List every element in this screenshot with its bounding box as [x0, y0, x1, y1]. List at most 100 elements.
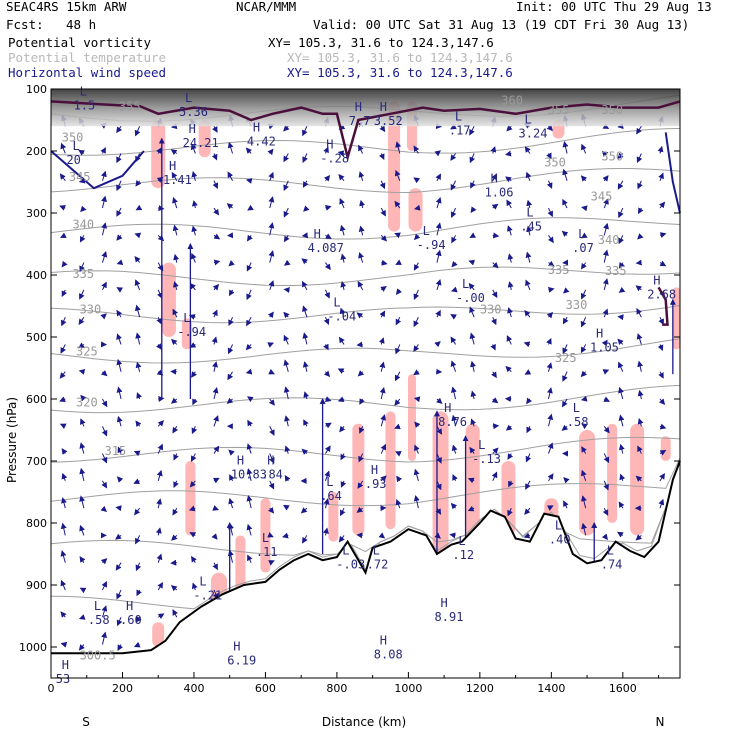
wind-vector — [380, 414, 386, 427]
theta-contour — [50, 128, 681, 156]
x-tick-label: 0 — [48, 682, 55, 695]
wind-vector — [491, 316, 497, 326]
wind-vector — [659, 260, 667, 267]
wind-vector — [450, 336, 457, 345]
wind-vector — [602, 507, 609, 516]
wind-vector — [491, 371, 497, 379]
wind-vector — [491, 173, 497, 182]
wind-vector — [226, 397, 234, 404]
theta-label: 325 — [555, 351, 577, 365]
theta-label: 335 — [72, 267, 94, 281]
wind-vector — [172, 308, 178, 318]
wind-vector — [359, 199, 366, 209]
wind-vector — [413, 369, 420, 376]
wind-vector — [637, 445, 643, 454]
theta-label: 300.5 — [80, 648, 116, 662]
wind-vector — [284, 415, 290, 427]
x-tick-label: 800 — [326, 682, 347, 695]
wind-vector — [524, 507, 531, 515]
wind-vector — [227, 141, 234, 154]
pv-extremum-value: 1.05 — [590, 340, 619, 354]
wind-vector — [133, 478, 141, 484]
wind-vector — [213, 415, 219, 427]
wind-vector — [451, 414, 458, 427]
wind-vector — [172, 224, 179, 236]
wind-vector — [100, 505, 108, 513]
pv-extremum-value: .40 — [549, 533, 571, 547]
wind-vector — [191, 225, 198, 236]
wind-vector — [134, 125, 141, 137]
pv-anomaly — [660, 436, 671, 461]
wind-vector — [116, 234, 123, 241]
pv-extremum-value: -.21 — [193, 588, 222, 602]
pv-anomaly — [185, 461, 196, 536]
wind-vector — [212, 180, 219, 190]
wind-vector — [395, 288, 402, 295]
pv-extremum-value: .17 — [449, 123, 471, 137]
wind-vector — [59, 173, 66, 182]
pv-high-marker: H — [169, 159, 176, 173]
wind-vector — [394, 398, 401, 406]
wind-vector — [637, 180, 643, 190]
wind-vector — [283, 359, 290, 372]
wind-vector — [100, 313, 107, 320]
theta-label: 330 — [80, 302, 102, 316]
wind-vector — [562, 316, 569, 325]
theta-label: 355 — [548, 103, 570, 117]
wind-vector — [359, 398, 365, 405]
wind-vector — [379, 153, 385, 160]
wind-vector — [60, 611, 67, 618]
wind-vector — [283, 180, 289, 192]
wind-vector — [135, 179, 142, 187]
wind-vector — [324, 396, 332, 402]
pv-high-marker: H — [355, 100, 362, 114]
wind-vector — [561, 424, 569, 431]
wind-vector — [602, 278, 609, 291]
wind-vector — [303, 419, 309, 427]
wind-vector — [101, 453, 108, 464]
wind-vector — [101, 480, 108, 489]
wind-vector — [189, 480, 196, 488]
wind-vector — [635, 285, 643, 292]
wind-vector — [469, 332, 476, 345]
wind-vector — [78, 614, 86, 620]
wind-vector — [356, 312, 364, 319]
wind-vector — [507, 307, 513, 318]
wind-vector — [189, 342, 197, 348]
wind-vector — [357, 480, 364, 489]
wind-vector — [580, 395, 588, 402]
wind-vector — [283, 153, 289, 163]
wind-vector — [247, 204, 254, 211]
wind-vector — [637, 360, 644, 372]
wind-vector — [413, 145, 420, 154]
wind-vector — [450, 123, 457, 130]
wind-vector — [379, 361, 386, 372]
wind-vector — [211, 336, 218, 345]
wind-vector — [171, 338, 178, 346]
pv-low-marker: L — [185, 91, 192, 105]
theta-contour — [50, 338, 681, 364]
wind-vector — [659, 423, 667, 430]
wind-vector — [268, 250, 275, 263]
wind-vector — [338, 173, 345, 182]
y-tick-label: 600 — [26, 393, 47, 406]
wind-vector — [268, 560, 275, 566]
wind-vector — [658, 498, 665, 509]
pv-low-marker: L — [199, 574, 206, 588]
wind-vector — [603, 396, 611, 402]
wind-vector — [60, 579, 67, 591]
wind-vector — [79, 587, 87, 594]
wind-vector — [526, 199, 533, 209]
wind-vector — [212, 309, 218, 318]
wind-vector — [133, 641, 141, 648]
x-tick-label: 1000 — [394, 682, 422, 695]
wind-vector — [302, 332, 309, 345]
pv-high-marker: H — [314, 227, 321, 241]
pv-high-marker: H — [441, 596, 448, 610]
theta-label: 315 — [105, 444, 127, 458]
pv-high-marker: H — [444, 401, 451, 415]
wind-vector — [101, 580, 107, 591]
wind-vector — [134, 279, 141, 291]
wind-vector — [546, 180, 553, 189]
wind-vector — [245, 177, 253, 184]
